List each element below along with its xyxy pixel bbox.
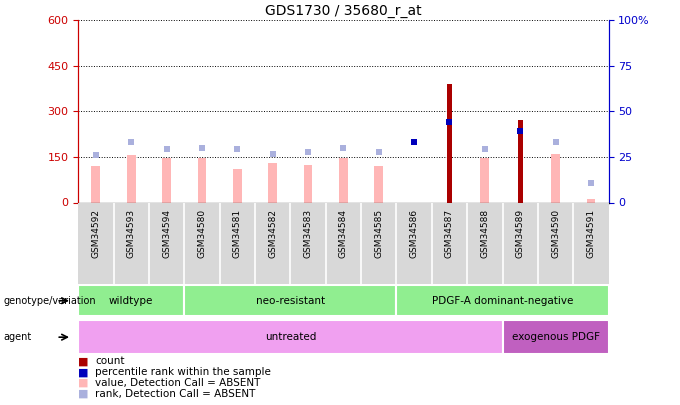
Bar: [480, 158, 489, 202]
Bar: [78, 285, 184, 316]
Bar: [126, 156, 135, 202]
Text: genotype/variation: genotype/variation: [3, 296, 96, 306]
Text: GSM34581: GSM34581: [233, 209, 242, 258]
Text: GSM34593: GSM34593: [126, 209, 136, 258]
Text: GSM34584: GSM34584: [339, 209, 348, 258]
Text: PDGF-A dominant-negative: PDGF-A dominant-negative: [432, 296, 573, 306]
Bar: [586, 200, 595, 202]
Text: count: count: [95, 356, 124, 366]
Text: untreated: untreated: [265, 332, 316, 342]
Text: GSM34592: GSM34592: [91, 209, 101, 258]
Bar: [551, 154, 560, 202]
Text: GSM34587: GSM34587: [445, 209, 454, 258]
Bar: [184, 285, 396, 316]
Text: GSM34594: GSM34594: [162, 209, 171, 258]
Text: GSM34588: GSM34588: [480, 209, 490, 258]
Text: ■: ■: [78, 356, 88, 366]
Text: GSM34590: GSM34590: [551, 209, 560, 258]
Bar: [268, 163, 277, 202]
Text: GSM34589: GSM34589: [515, 209, 525, 258]
Bar: [517, 121, 523, 202]
Text: value, Detection Call = ABSENT: value, Detection Call = ABSENT: [95, 378, 260, 388]
Bar: [162, 158, 171, 202]
Text: GSM34591: GSM34591: [586, 209, 596, 258]
Bar: [78, 320, 503, 354]
Bar: [503, 320, 609, 354]
Text: GSM34582: GSM34582: [268, 209, 277, 258]
Bar: [374, 166, 383, 202]
Bar: [197, 158, 206, 202]
Text: agent: agent: [3, 332, 32, 342]
Text: GSM34580: GSM34580: [197, 209, 207, 258]
Text: exogenous PDGF: exogenous PDGF: [511, 332, 600, 342]
Title: GDS1730 / 35680_r_at: GDS1730 / 35680_r_at: [265, 4, 422, 18]
Text: percentile rank within the sample: percentile rank within the sample: [95, 367, 271, 377]
Bar: [233, 169, 242, 202]
Text: GSM34586: GSM34586: [409, 209, 419, 258]
Bar: [447, 84, 452, 202]
Text: ■: ■: [78, 389, 88, 399]
Text: ■: ■: [78, 378, 88, 388]
Text: ■: ■: [78, 367, 88, 377]
Text: GSM34583: GSM34583: [303, 209, 313, 258]
Bar: [396, 285, 609, 316]
Bar: [303, 164, 312, 202]
Text: GSM34585: GSM34585: [374, 209, 384, 258]
Text: neo-resistant: neo-resistant: [256, 296, 325, 306]
Bar: [339, 158, 347, 202]
Text: wildtype: wildtype: [109, 296, 154, 306]
Bar: [91, 166, 101, 202]
Text: rank, Detection Call = ABSENT: rank, Detection Call = ABSENT: [95, 389, 256, 399]
